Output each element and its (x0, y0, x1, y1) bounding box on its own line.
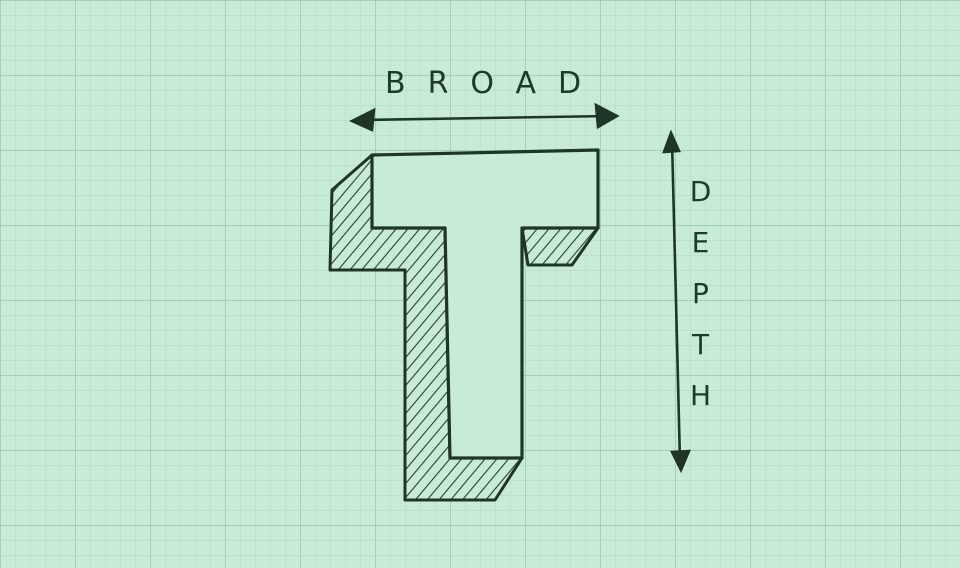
broad-arrow (348, 102, 620, 132)
broad-label: BROAD (385, 66, 604, 101)
depth-label: DEPTH (684, 175, 717, 430)
depth-arrow (662, 129, 692, 474)
t-shape (370, 148, 600, 460)
